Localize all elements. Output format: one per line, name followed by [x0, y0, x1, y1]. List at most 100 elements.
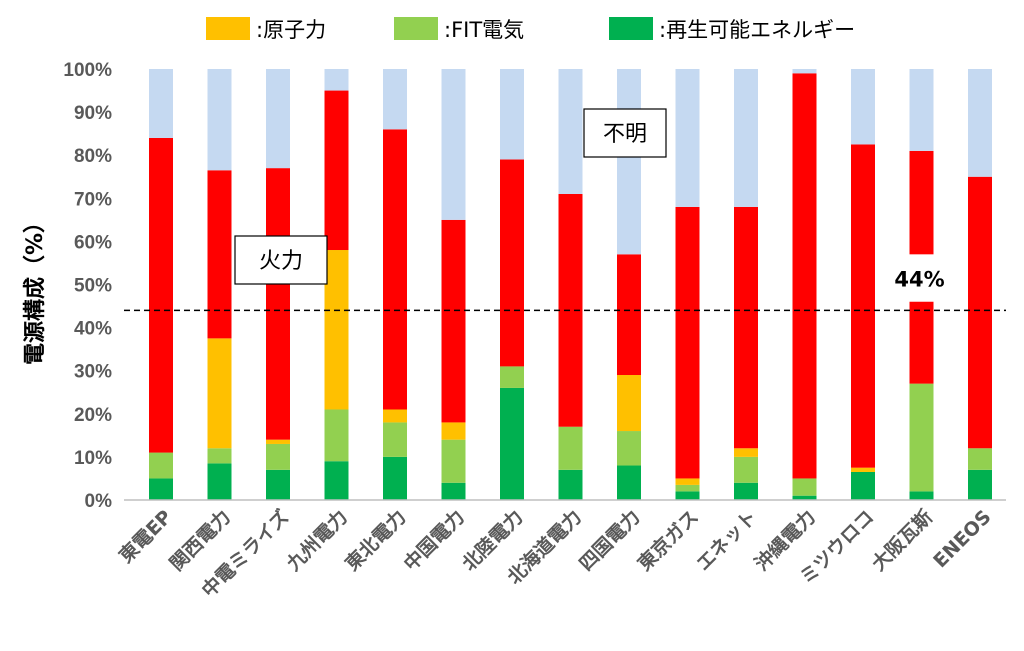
- bar-segment-thermal: [324, 90, 349, 251]
- bars: [149, 69, 992, 500]
- y-tick-label: 60%: [74, 232, 112, 253]
- x-tick-label: ENEOS: [929, 506, 995, 572]
- bar-stack: [734, 69, 758, 500]
- bar-segment-thermal: [207, 170, 232, 339]
- bar-stack: [441, 69, 466, 500]
- y-tick-label: 40%: [74, 319, 112, 340]
- bar-segment-renewable: [324, 461, 349, 500]
- reference-line-group: 44%: [124, 254, 1006, 312]
- x-tick-label: 中国電力: [399, 505, 469, 575]
- bar-stack: [207, 69, 232, 500]
- bar-segment-renewable: [383, 456, 407, 500]
- legend: :原子力:FIT電気:再生可能エネルギー: [206, 17, 855, 42]
- x-tick-label: 大阪瓦斯: [867, 505, 937, 575]
- bar-segment-unknown: [383, 69, 407, 130]
- annotation-label: 不明: [603, 122, 647, 147]
- annotation-label: 火力: [259, 249, 303, 274]
- bar-stack: [617, 69, 641, 500]
- x-axis-labels: 東電EP関西電力中電ミライズ九州電力東北電力中国電力北陸電力北海道電力四国電力東…: [114, 505, 995, 602]
- annotation-thermal: 火力: [234, 235, 328, 285]
- bar-stack: [558, 69, 583, 500]
- bar-segment-thermal: [266, 168, 290, 440]
- reference-label-bg: [885, 254, 958, 302]
- bar-segment-fit: [968, 448, 992, 470]
- bar-segment-nuclear: [207, 338, 232, 449]
- x-tick-label: 東京ガス: [633, 505, 703, 575]
- legend-swatch-renewable: [609, 17, 653, 40]
- y-axis-title: 電源構成（%）: [22, 211, 48, 365]
- y-tick-label: 10%: [74, 448, 112, 469]
- y-axis-ticks: 0% 10% 20% 30% 40% 50% 60% 70% 80% 90% 100%: [63, 60, 112, 512]
- bar-stack: [968, 69, 992, 500]
- bar-segment-renewable: [968, 469, 992, 500]
- bar-segment-unknown: [558, 69, 583, 194]
- bar-segment-fit: [324, 409, 349, 462]
- y-tick-label: 30%: [74, 362, 112, 383]
- annotation-unknown: 不明: [583, 108, 667, 158]
- bar-segment-fit: [558, 426, 583, 470]
- bar-stack: [675, 69, 700, 500]
- bar-segment-unknown: [675, 69, 700, 207]
- bar-segment-unknown: [266, 69, 290, 169]
- bar-segment-unknown: [792, 69, 817, 74]
- bar-segment-thermal: [500, 159, 524, 367]
- bar-segment-fit: [383, 422, 407, 457]
- x-tick-label: エネット: [692, 506, 761, 575]
- x-tick-label: 四国電力: [575, 505, 645, 575]
- bar-segment-thermal: [441, 219, 466, 423]
- bar-segment-renewable: [792, 495, 817, 500]
- bar-segment-renewable: [207, 463, 232, 500]
- bar-segment-fit: [266, 443, 290, 470]
- legend-swatch-nuclear: [206, 17, 250, 40]
- legend-label-renewable: :再生可能エネルギー: [659, 18, 855, 42]
- bar-segment-renewable: [266, 469, 290, 500]
- bar-segment-renewable: [441, 482, 466, 500]
- bar-segment-renewable: [558, 469, 583, 500]
- bar-segment-nuclear: [675, 478, 700, 485]
- legend-swatch-fit: [394, 17, 438, 40]
- bar-segment-unknown: [968, 69, 992, 177]
- bar-segment-unknown: [909, 69, 934, 151]
- bar-stack: [500, 69, 524, 500]
- annotations: 火力 不明: [234, 108, 667, 285]
- bar-segment-renewable: [675, 491, 700, 500]
- bar-segment-fit: [675, 484, 700, 492]
- bar-segment-fit: [441, 439, 466, 483]
- bar-segment-renewable: [500, 387, 524, 500]
- bar-stack: [149, 69, 173, 500]
- bar-segment-fit: [149, 452, 173, 479]
- bar-segment-thermal: [792, 73, 817, 479]
- bar-segment-nuclear: [324, 250, 349, 410]
- bar-segment-unknown: [851, 69, 875, 145]
- bar-segment-nuclear: [617, 375, 641, 432]
- y-tick-label: 90%: [74, 103, 112, 124]
- bar-segment-fit: [207, 448, 232, 464]
- bar-stack: [324, 69, 349, 500]
- bar-stack: [792, 69, 817, 500]
- y-tick-label: 0%: [85, 491, 113, 512]
- bar-segment-unknown: [207, 69, 232, 171]
- bar-segment-thermal: [149, 137, 173, 453]
- y-tick-label: 70%: [74, 189, 112, 210]
- bar-segment-unknown: [500, 69, 524, 160]
- bar-stack: [383, 69, 407, 500]
- bar-segment-nuclear: [383, 409, 407, 423]
- bar-segment-nuclear: [441, 422, 466, 440]
- bar-stack: [266, 69, 290, 500]
- bar-segment-fit: [734, 456, 758, 483]
- bar-segment-thermal: [675, 206, 700, 479]
- bar-segment-renewable: [909, 491, 934, 500]
- bar-segment-unknown: [324, 69, 349, 91]
- bar-segment-fit: [792, 478, 817, 496]
- y-tick-label: 100%: [63, 60, 112, 81]
- bar-segment-renewable: [617, 465, 641, 500]
- y-tick-label: 80%: [74, 146, 112, 167]
- bar-segment-unknown: [441, 69, 466, 220]
- bar-segment-fit: [617, 431, 641, 466]
- legend-label-nuclear: :原子力: [256, 18, 326, 42]
- x-tick-label: 九州電力: [281, 505, 352, 576]
- bar-segment-nuclear: [851, 467, 875, 472]
- bar-segment-thermal: [617, 254, 641, 376]
